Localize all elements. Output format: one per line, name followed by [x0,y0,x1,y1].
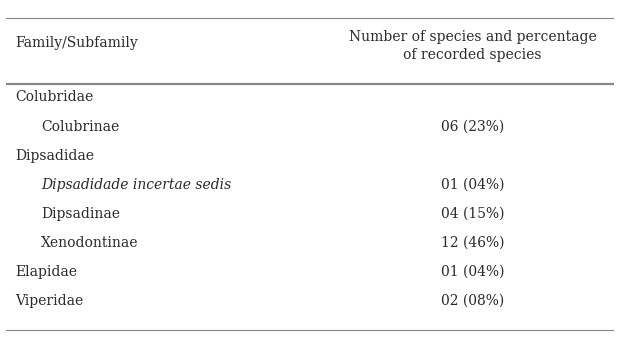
Text: Colubridae: Colubridae [16,91,94,104]
Text: Viperidae: Viperidae [16,294,84,308]
Text: 02 (08%): 02 (08%) [441,294,504,308]
Text: 04 (15%): 04 (15%) [441,207,504,221]
Text: 12 (46%): 12 (46%) [441,236,504,250]
Text: Xenodontinae: Xenodontinae [41,236,138,250]
Text: Elapidae: Elapidae [16,265,78,279]
Text: Family/Subfamily: Family/Subfamily [16,36,138,50]
Text: Dipsadinae: Dipsadinae [41,207,120,221]
Text: Colubrinae: Colubrinae [41,120,119,133]
Text: Dipsadidae: Dipsadidae [16,149,94,163]
Text: 01 (04%): 01 (04%) [441,178,504,192]
Text: Number of species and percentage
of recorded species: Number of species and percentage of reco… [348,30,596,62]
Text: 06 (23%): 06 (23%) [441,120,504,133]
Text: 01 (04%): 01 (04%) [441,265,504,279]
Text: Dipsadidade incertae sedis: Dipsadidade incertae sedis [41,178,231,192]
